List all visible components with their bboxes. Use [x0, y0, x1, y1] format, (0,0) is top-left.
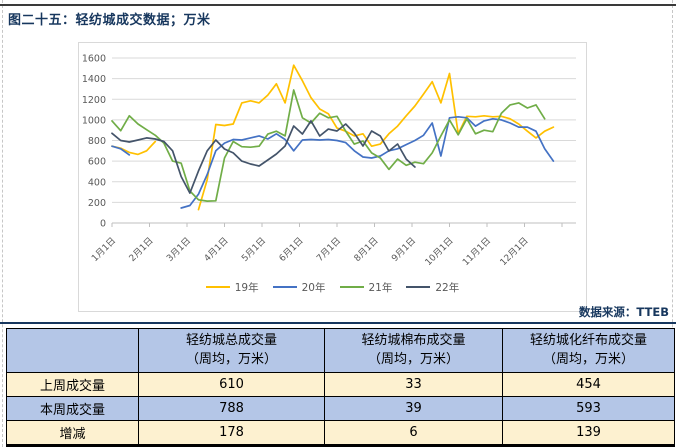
cell-change-cotton: 6 [324, 420, 503, 447]
cell-this-week-cotton: 39 [324, 396, 503, 421]
table-header-total-volume: 轻纺城总成交量 （周均，万米） [138, 328, 325, 373]
y-axis-tick-label: 400 [88, 177, 106, 188]
series-line-19年 [111, 64, 555, 211]
series-line-21年 [111, 89, 546, 202]
header-unit: （周均，万米） [185, 351, 277, 367]
table-header-row: 轻纺城总成交量 （周均，万米） 轻纺城棉布成交量 （周均，万米） 轻纺城化纤布成… [6, 328, 675, 373]
legend-label: 20年 [301, 281, 326, 294]
table-row-last-week: 上周成交量 610 33 454 [6, 372, 675, 397]
row-label: 上周成交量 [6, 372, 139, 397]
cell-this-week-total: 788 [138, 396, 325, 421]
summary-table: 轻纺城总成交量 （周均，万米） 轻纺城棉布成交量 （周均，万米） 轻纺城化纤布成… [6, 328, 675, 447]
header-unit: （周均，万米） [367, 351, 459, 367]
legend-item-22年: 22年 [406, 280, 459, 295]
legend-line-swatch [272, 286, 297, 288]
cell-last-week-total: 610 [138, 372, 325, 397]
header-unit: （周均，万米） [542, 351, 634, 367]
legend-item-21年: 21年 [339, 280, 393, 295]
y-axis-tick-label: 800 [88, 136, 106, 147]
x-axis-tick-label: 5月1日 [240, 235, 269, 264]
chart-legend: 19年 20年 21年 22年 [79, 279, 586, 295]
row-label: 本周成交量 [6, 396, 139, 421]
table-header-cotton-volume: 轻纺城棉布成交量 （周均，万米） [324, 328, 503, 373]
cell-last-week-cotton: 33 [324, 372, 503, 397]
figure-title: 图二十五：轻纺城成交数据；万米 [8, 13, 211, 28]
row-label: 增减 [6, 420, 139, 447]
legend-item-19年: 19年 [205, 280, 259, 295]
legend-line-swatch [406, 286, 431, 288]
cell-last-week-chemfiber: 454 [502, 372, 675, 397]
x-axis-tick-label: 12月1日 [498, 235, 531, 268]
y-axis-tick-label: 1000 [82, 115, 106, 126]
table-top-divider-line [0, 322, 676, 324]
x-axis-tick-label: 10月1日 [423, 235, 456, 268]
legend-label: 21年 [368, 281, 393, 294]
x-axis-tick-label: 1月1日 [90, 235, 119, 264]
chart-plot-area: 0 200 400 600 800 1000 1200 1400 1600 1月1日 2月1日 3月1… [82, 54, 576, 268]
x-axis-tick-label: 6月1日 [277, 235, 306, 264]
header-title: 轻纺城总成交量 [185, 333, 277, 349]
x-axis-tick-label: 7月1日 [315, 235, 344, 264]
header-title: 轻纺城棉布成交量 [361, 333, 466, 349]
top-divider-line [0, 4, 676, 6]
legend-line-swatch [339, 286, 364, 288]
x-axis-tick-label: 9月1日 [390, 235, 419, 264]
transactions-line-chart: 0 200 400 600 800 1000 1200 1400 1600 1月1日 2月1日 3月1… [78, 42, 587, 312]
x-axis-tick-label: 8月1日 [352, 235, 381, 264]
table-header-empty [6, 328, 139, 373]
y-axis-tick-label: 1400 [82, 74, 106, 85]
table-header-chemfiber-volume: 轻纺城化纤布成交量 （周均，万米） [502, 328, 675, 373]
x-axis-tick-label: 3月1日 [165, 235, 194, 264]
legend-label: 19年 [234, 281, 259, 294]
y-axis-tick-label: 1600 [82, 54, 106, 65]
legend-line-swatch [205, 286, 230, 288]
legend-label: 22年 [435, 281, 460, 294]
x-axis-tick-label: 4月1日 [202, 235, 231, 264]
x-axis-tick-label: 2月1日 [127, 235, 156, 264]
cell-change-total: 178 [138, 420, 325, 447]
y-axis-tick-label: 1200 [82, 95, 106, 106]
table-row-change: 增减 178 6 139 [6, 420, 675, 447]
table-row-this-week: 本周成交量 788 39 593 [6, 396, 675, 421]
y-axis-tick-label: 600 [88, 157, 106, 168]
y-axis-tick-label: 0 [100, 219, 106, 230]
cell-change-chemfiber: 139 [502, 420, 675, 447]
legend-item-20年: 20年 [272, 280, 326, 295]
series-line-22年 [111, 120, 416, 194]
series-line-20年 [111, 115, 555, 209]
header-title: 轻纺城化纤布成交量 [529, 333, 647, 349]
cell-this-week-chemfiber: 593 [502, 396, 675, 421]
data-source-label: 数据来源：TTEB [578, 305, 669, 319]
x-axis-tick-label: 11月1日 [460, 235, 493, 268]
y-axis-tick-label: 200 [88, 198, 106, 209]
